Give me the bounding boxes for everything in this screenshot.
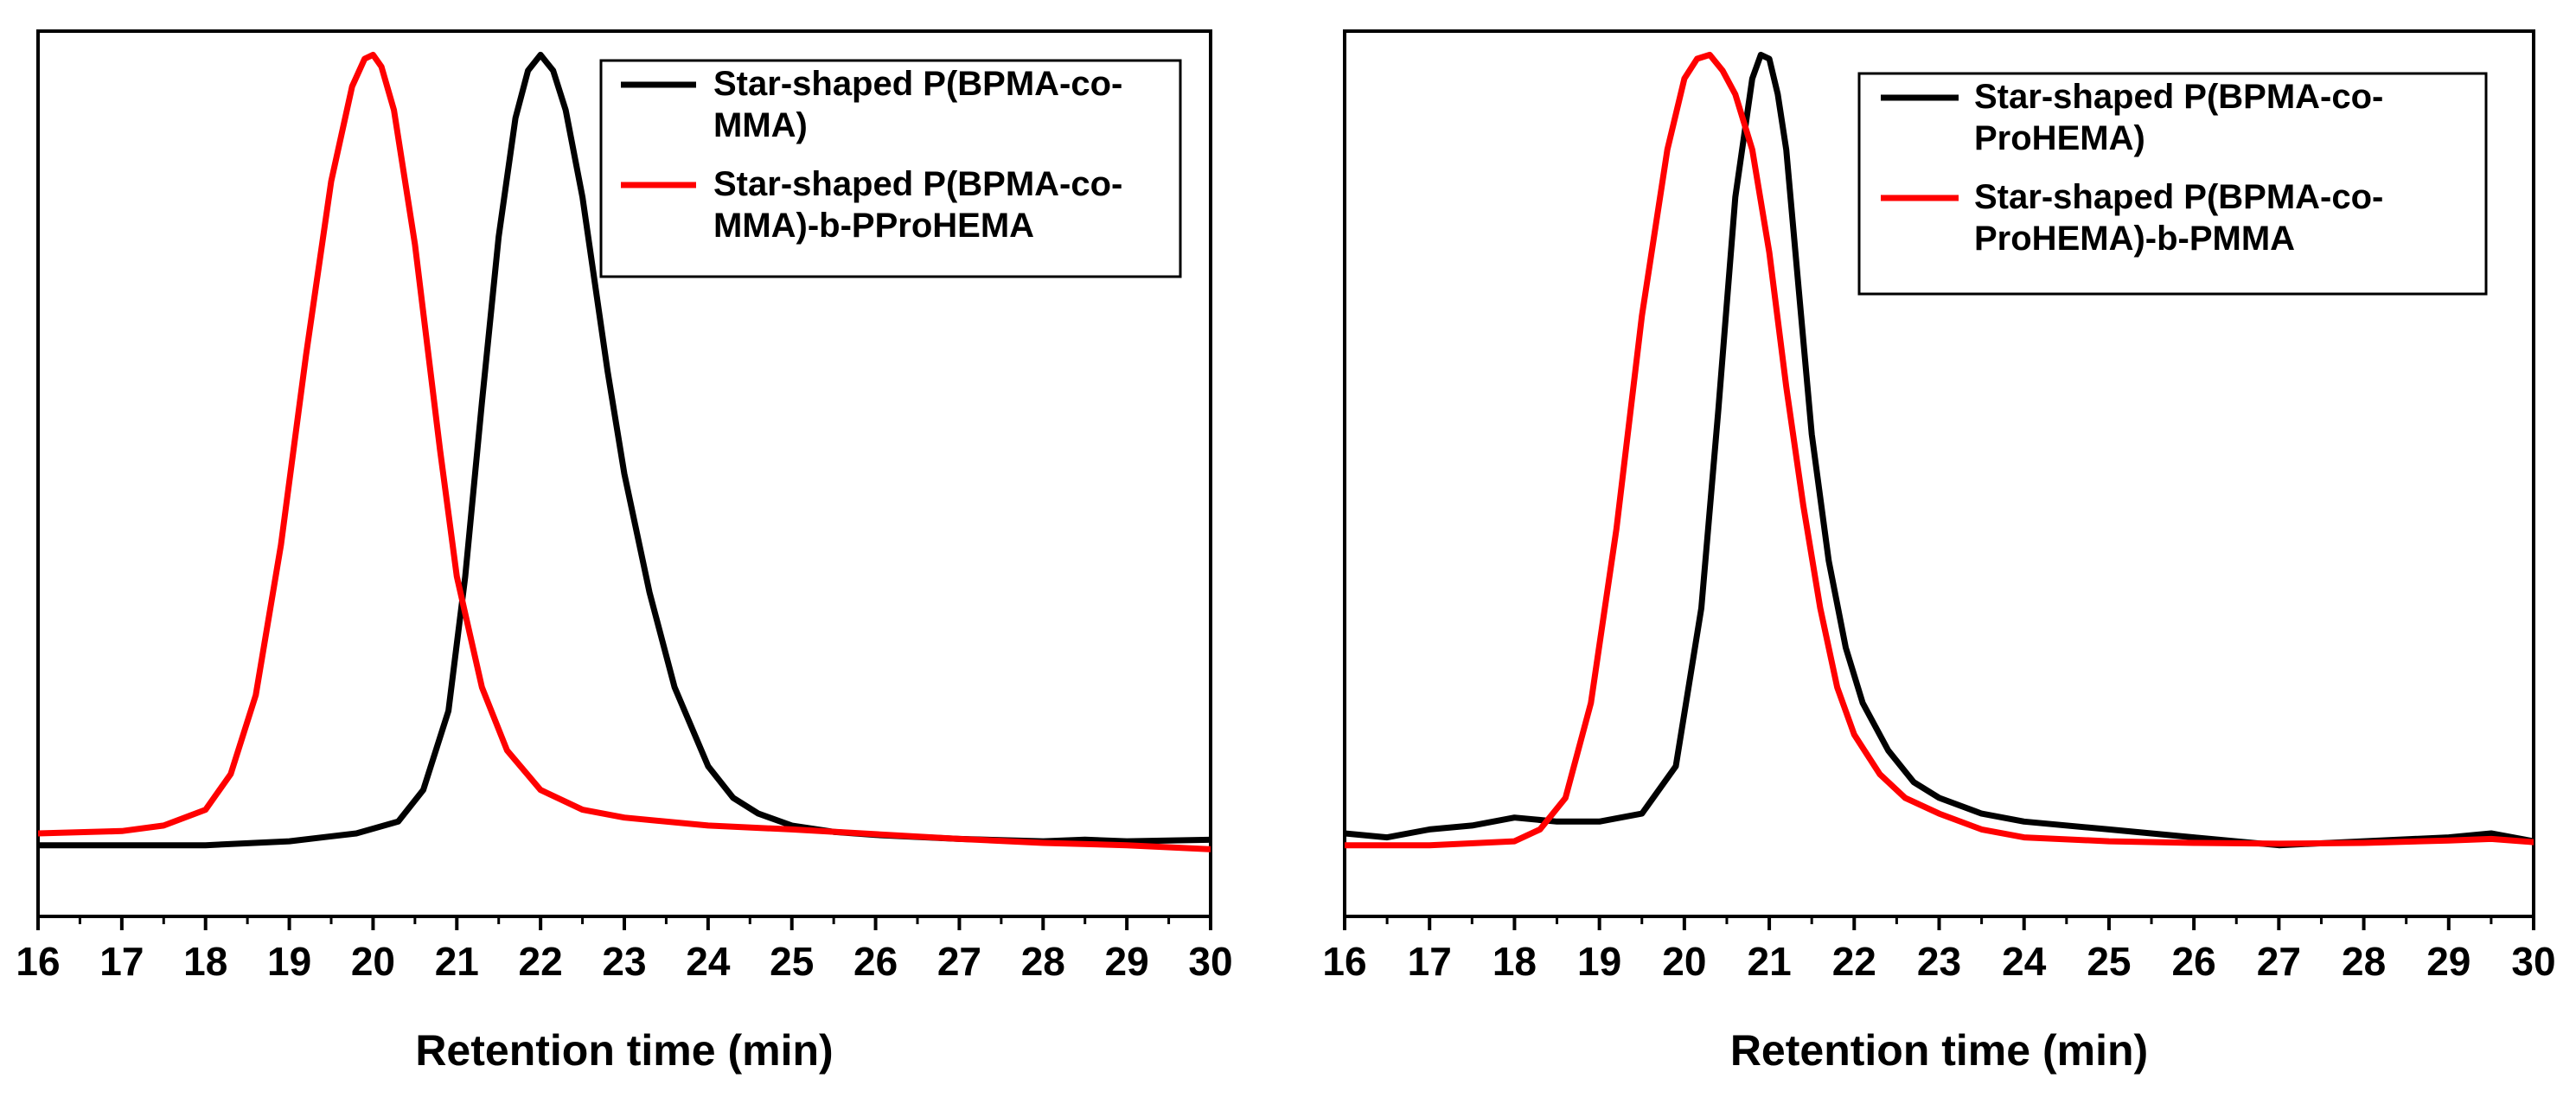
x-tick-label: 29 [1105,939,1149,984]
x-axis-title: Retention time (min) [415,1026,833,1075]
x-tick-label: 28 [2342,939,2386,984]
series-line-1 [1345,51,2534,849]
x-tick-label: 18 [183,939,227,984]
legend-box [1857,72,2488,296]
x-tick-label: 19 [267,939,311,984]
legend-label-2: Star-shaped P(BPMA-co- [713,165,1122,203]
x-tick-label: 20 [351,939,395,984]
x-tick-label: 25 [2087,939,2131,984]
x-tick-label: 28 [1021,939,1065,984]
x-tick-label: 23 [1917,939,1961,984]
legend-label-1: Star-shaped P(BPMA-co- [1974,78,2383,116]
x-tick-label: 26 [853,939,898,984]
series-group [1345,51,2534,849]
legend: Star-shaped P(BPMA-co-ProHEMA)Star-shape… [1857,72,2488,296]
x-tick-label: 29 [2426,939,2471,984]
x-tick-label: 27 [937,939,981,984]
x-tick-label: 27 [2257,939,2301,984]
x-tick-label: 17 [1408,939,1452,984]
x-tick-label: 23 [602,939,646,984]
x-tick-label: 21 [1747,939,1791,984]
x-tick-label: 16 [16,939,60,984]
legend: Star-shaped P(BPMA-co-MMA)Star-shaped P(… [599,59,1182,278]
chart-panel-right: 16 17 18 19 20 21 22 23 24 25 26 27 28 29 30 Retention … [1322,29,2556,1075]
x-tick-label: 20 [1662,939,1706,984]
legend-label-2: ProHEMA)-b-PMMA [1974,220,2295,258]
x-tick-label: 16 [1322,939,1366,984]
x-tick-label: 18 [1493,939,1537,984]
x-tick-label: 17 [99,939,144,984]
x-tick-label: 25 [770,939,814,984]
x-tick-label: 21 [435,939,479,984]
legend-box [599,59,1182,278]
legend-label-1: MMA) [713,106,808,144]
x-tick-label: 24 [686,939,731,984]
series-group [38,51,1211,852]
x-tick-label: 30 [2511,939,2555,984]
series-line-2 [38,51,1211,852]
legend-label-2: Star-shaped P(BPMA-co- [1974,178,2383,216]
legend-label-1: ProHEMA) [1974,119,2145,157]
series-line-2 [1345,51,2534,849]
x-tick-label: 24 [2002,939,2047,984]
x-tick-label: 26 [2172,939,2216,984]
legend-label-2: MMA)-b-PProHEMA [713,207,1034,245]
x-tick-label: 22 [1832,939,1876,984]
x-tick-label: 22 [519,939,563,984]
legend-label-1: Star-shaped P(BPMA-co- [713,65,1122,103]
x-axis-title: Retention time (min) [1730,1026,2148,1075]
chart-panel-left: 16 17 18 19 20 21 22 23 24 25 26 27 28 29 30 Retention … [16,29,1233,1075]
x-tick-label: 19 [1577,939,1621,984]
x-tick-label: 30 [1188,939,1232,984]
